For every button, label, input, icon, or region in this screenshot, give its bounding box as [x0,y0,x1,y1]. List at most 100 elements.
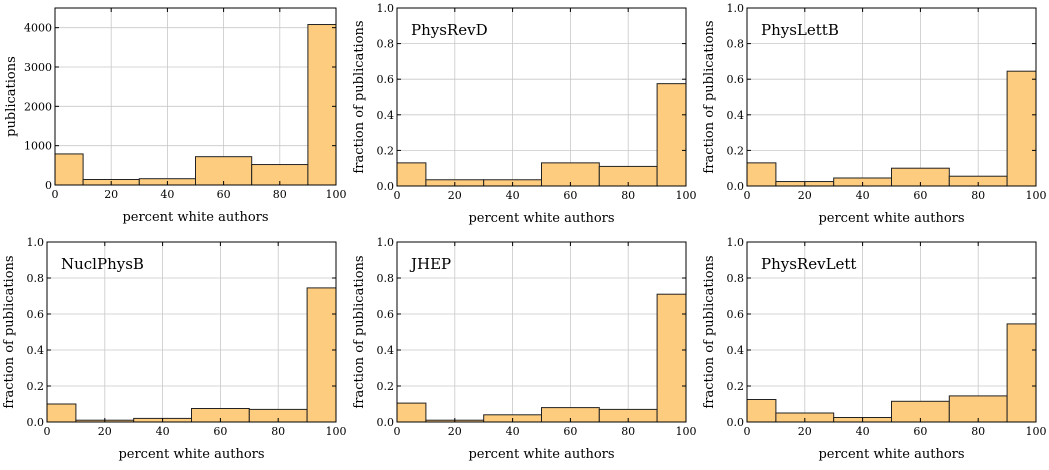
y-axis-label: fraction of publications [702,255,717,408]
x-tick-label: 100 [1026,425,1047,438]
x-tick-label: 80 [271,425,285,438]
x-tick-label: 60 [913,425,927,438]
y-tick-label: 0 [45,179,52,192]
x-tick-label: 100 [326,188,347,201]
x-tick-label: 40 [856,189,870,202]
x-tick-label: 20 [798,425,812,438]
y-tick-label: 0.4 [727,109,745,122]
panel-title: PhysRevLett [761,255,856,273]
x-tick-label: 80 [621,189,635,202]
x-tick-label: 0 [744,189,751,202]
y-tick-label: 1.0 [377,2,395,15]
x-axis-label: percent white authors [468,211,614,226]
x-tick-label: 20 [798,189,812,202]
x-tick-label: 40 [856,425,870,438]
y-tick-label: 0.2 [727,144,745,157]
histogram-bar [396,402,427,423]
y-tick-label: 0.2 [377,380,395,393]
y-tick-label: 0.4 [377,344,395,357]
panel-title: NuclPhysB [61,255,144,273]
histogram-bar [948,395,1008,423]
x-tick-label: 20 [104,188,118,201]
y-tick-label: 0.0 [27,416,45,429]
x-axis-label: percent white authors [122,210,268,225]
y-tick-label: 0.8 [727,38,745,51]
histogram-bar [656,293,687,423]
x-tick-label: 20 [98,425,112,438]
y-tick-label: 0.8 [27,272,45,285]
histogram-bar [656,83,687,187]
plot-frame [54,7,337,186]
x-tick-label: 80 [621,425,635,438]
histogram-panel-5: 0 20 40 60 80 100 0.0 0.2 0.4 0.6 0.8 1.0 percent wh… [352,236,697,462]
x-tick-label: 100 [1026,189,1047,202]
y-tick-label: 0.2 [27,380,45,393]
x-tick-label: 0 [44,425,51,438]
histogram-bar [54,153,84,186]
x-tick-label: 20 [448,425,462,438]
y-axis-label: fraction of publications [702,20,717,173]
y-tick-label: 1.0 [377,236,395,249]
y-tick-label: 4000 [24,22,52,35]
y-axis-label: fraction of publications [352,255,367,408]
y-tick-label: 1000 [24,140,52,153]
histogram-bar [306,287,337,423]
y-tick-label: 1.0 [27,236,45,249]
y-tick-label: 0.4 [377,109,395,122]
plot-frame [746,7,1037,187]
x-tick-label: 60 [563,425,577,438]
x-tick-label: 0 [744,425,751,438]
y-tick-label: 0.6 [727,308,745,321]
x-tick-label: 0 [394,425,401,438]
x-tick-label: 100 [326,425,347,438]
x-tick-label: 60 [913,189,927,202]
x-tick-label: 60 [217,188,231,201]
x-tick-label: 40 [156,425,170,438]
y-tick-label: 0.2 [377,144,395,157]
y-tick-label: 1.0 [727,236,745,249]
y-tick-label: 0.4 [727,344,745,357]
plot-frame [46,241,337,423]
histogram-panel-3: 0 20 40 60 80 100 0.0 0.2 0.4 0.6 0.8 1.0 percent wh… [702,2,1047,226]
y-tick-label: 2000 [24,100,52,113]
y-tick-label: 0.6 [377,308,395,321]
histogram-bar [746,399,777,423]
y-tick-label: 0.0 [727,416,745,429]
x-axis-label: percent white authors [818,211,964,226]
x-tick-label: 0 [52,188,59,201]
x-tick-label: 40 [506,425,520,438]
y-tick-label: 0.4 [27,344,45,357]
histogram-panel-6: 0 20 40 60 80 100 0.0 0.2 0.4 0.6 0.8 1.0 percent wh… [702,236,1047,462]
panel-title: PhysRevD [411,21,488,39]
y-tick-label: 1.0 [727,2,745,15]
histogram-bar [46,403,77,423]
histogram-bar [746,162,777,187]
x-axis-label: percent white authors [468,447,614,462]
x-axis-label: percent white authors [118,447,264,462]
x-tick-label: 100 [676,189,697,202]
panel-title: PhysLettB [761,21,839,39]
y-tick-label: 0.0 [377,416,395,429]
y-tick-label: 0.6 [377,73,395,86]
y-tick-label: 3000 [24,61,52,74]
y-tick-label: 0.6 [27,308,45,321]
x-tick-label: 20 [448,189,462,202]
plot-frame [396,7,687,187]
y-tick-label: 0.8 [377,272,395,285]
x-tick-label: 80 [971,189,985,202]
histogram-bar [195,156,253,186]
y-tick-label: 0.6 [727,73,745,86]
x-tick-label: 60 [563,189,577,202]
y-tick-label: 0.0 [377,180,395,193]
x-tick-label: 40 [506,189,520,202]
histogram-bar [396,162,427,187]
histogram-bar [1006,323,1037,423]
plot-frame [746,241,1037,423]
y-tick-label: 0.0 [727,180,745,193]
x-tick-label: 80 [971,425,985,438]
histogram-bar [1006,70,1037,187]
y-axis-label: fraction of publications [352,20,367,173]
x-tick-label: 40 [160,188,174,201]
